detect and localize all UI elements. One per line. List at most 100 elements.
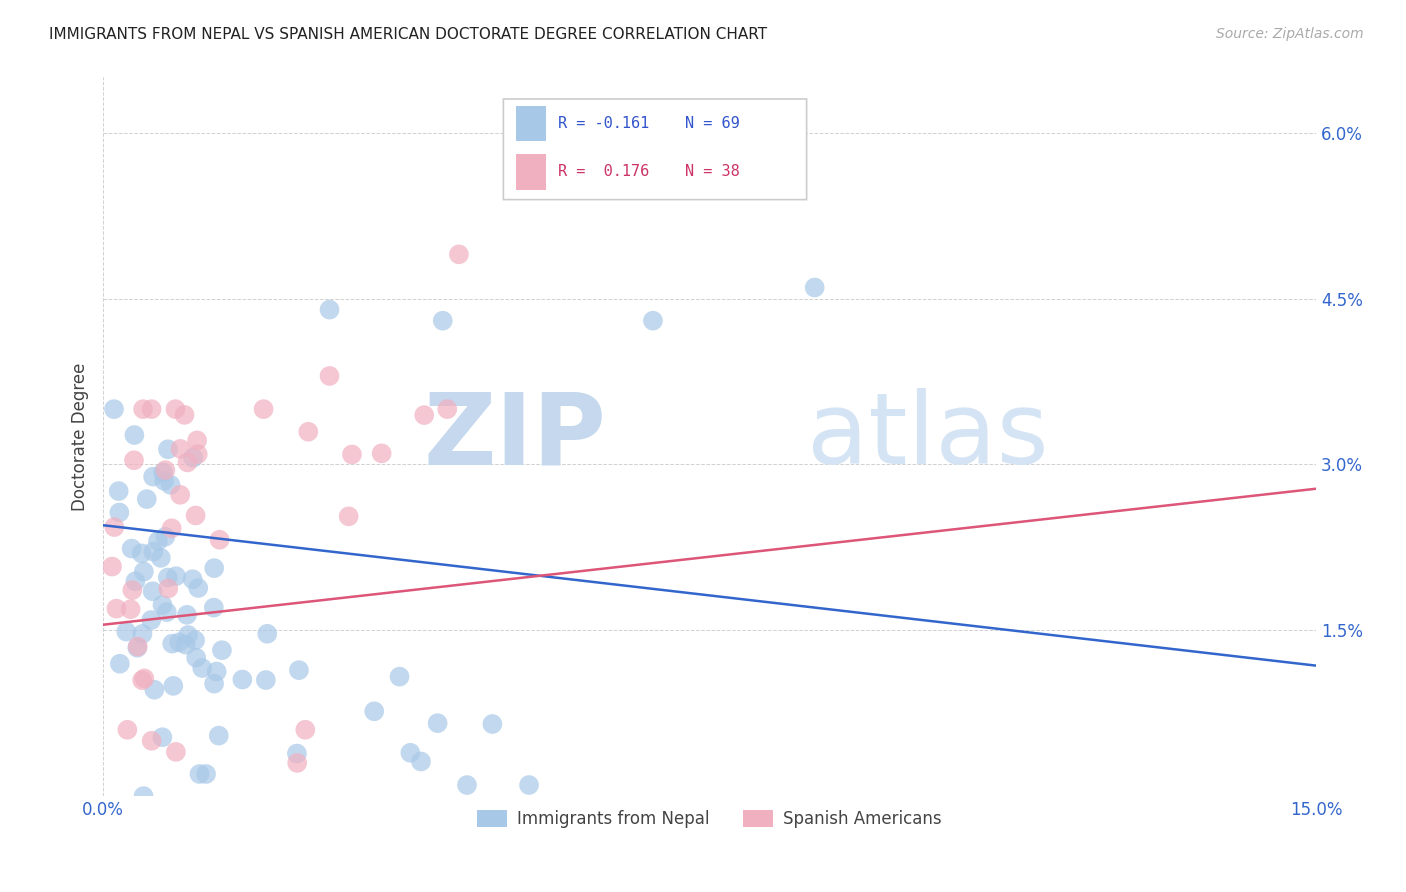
Point: [413, 408, 436, 422]
Point: [803, 280, 825, 294]
Point: [658, 103, 681, 118]
Point: [152, 730, 174, 744]
Point: [174, 638, 197, 652]
Point: [135, 491, 157, 506]
Point: [155, 463, 177, 477]
Point: [115, 624, 138, 639]
Point: [211, 643, 233, 657]
Point: [188, 767, 211, 781]
Point: [101, 559, 124, 574]
Point: [149, 550, 172, 565]
Point: [141, 734, 163, 748]
Point: [141, 402, 163, 417]
Text: Source: ZipAtlas.com: Source: ZipAtlas.com: [1216, 27, 1364, 41]
Point: [153, 474, 176, 488]
Point: [388, 670, 411, 684]
Point: [184, 508, 207, 523]
Point: [432, 314, 454, 328]
Point: [187, 581, 209, 595]
Point: [160, 521, 183, 535]
Point: [152, 466, 174, 480]
Point: [143, 682, 166, 697]
Point: [254, 673, 277, 687]
Point: [318, 302, 340, 317]
Point: [165, 745, 187, 759]
Point: [191, 661, 214, 675]
Point: [186, 650, 208, 665]
Point: [155, 530, 177, 544]
Point: [122, 453, 145, 467]
Point: [340, 448, 363, 462]
Point: [131, 673, 153, 688]
Point: [318, 368, 340, 383]
Point: [294, 723, 316, 737]
Point: [120, 602, 142, 616]
Point: [252, 402, 274, 417]
Point: [173, 408, 195, 422]
Legend: Immigrants from Nepal, Spanish Americans: Immigrants from Nepal, Spanish Americans: [471, 803, 949, 835]
Point: [156, 570, 179, 584]
Point: [108, 506, 131, 520]
Text: ZIP: ZIP: [423, 388, 606, 485]
Point: [517, 778, 540, 792]
Point: [195, 767, 218, 781]
Point: [288, 663, 311, 677]
Text: IMMIGRANTS FROM NEPAL VS SPANISH AMERICAN DOCTORATE DEGREE CORRELATION CHART: IMMIGRANTS FROM NEPAL VS SPANISH AMERICA…: [49, 27, 768, 42]
Point: [107, 484, 129, 499]
Point: [177, 628, 200, 642]
Point: [186, 434, 208, 448]
Point: [399, 746, 422, 760]
Point: [165, 402, 187, 417]
Point: [481, 717, 503, 731]
Point: [337, 509, 360, 524]
Point: [103, 520, 125, 534]
Point: [181, 572, 204, 586]
Point: [131, 627, 153, 641]
Point: [117, 723, 139, 737]
Point: [436, 402, 458, 417]
Point: [121, 583, 143, 598]
Point: [641, 314, 664, 328]
Point: [202, 561, 225, 575]
Point: [127, 640, 149, 655]
Point: [157, 582, 180, 596]
Point: [231, 673, 253, 687]
Point: [124, 574, 146, 589]
Point: [152, 598, 174, 612]
Point: [202, 600, 225, 615]
Y-axis label: Doctorate Degree: Doctorate Degree: [72, 362, 89, 511]
Point: [103, 402, 125, 417]
Point: [141, 613, 163, 627]
Point: [132, 402, 155, 417]
Point: [297, 425, 319, 439]
Point: [124, 428, 146, 442]
Point: [127, 640, 149, 654]
Point: [176, 607, 198, 622]
Point: [105, 601, 128, 615]
Point: [370, 446, 392, 460]
Point: [167, 635, 190, 649]
Point: [285, 747, 308, 761]
Point: [108, 657, 131, 671]
Point: [160, 637, 183, 651]
Point: [165, 569, 187, 583]
Text: atlas: atlas: [807, 388, 1049, 485]
Point: [187, 447, 209, 461]
Point: [202, 676, 225, 690]
Point: [156, 442, 179, 457]
Point: [363, 704, 385, 718]
Point: [285, 756, 308, 770]
Point: [169, 442, 191, 456]
Point: [426, 716, 449, 731]
Point: [409, 755, 432, 769]
Point: [208, 533, 231, 547]
Point: [142, 469, 165, 483]
Point: [169, 488, 191, 502]
Point: [134, 671, 156, 685]
Point: [208, 729, 231, 743]
Point: [184, 633, 207, 648]
Point: [159, 477, 181, 491]
Point: [142, 544, 165, 558]
Point: [142, 584, 165, 599]
Point: [121, 541, 143, 556]
